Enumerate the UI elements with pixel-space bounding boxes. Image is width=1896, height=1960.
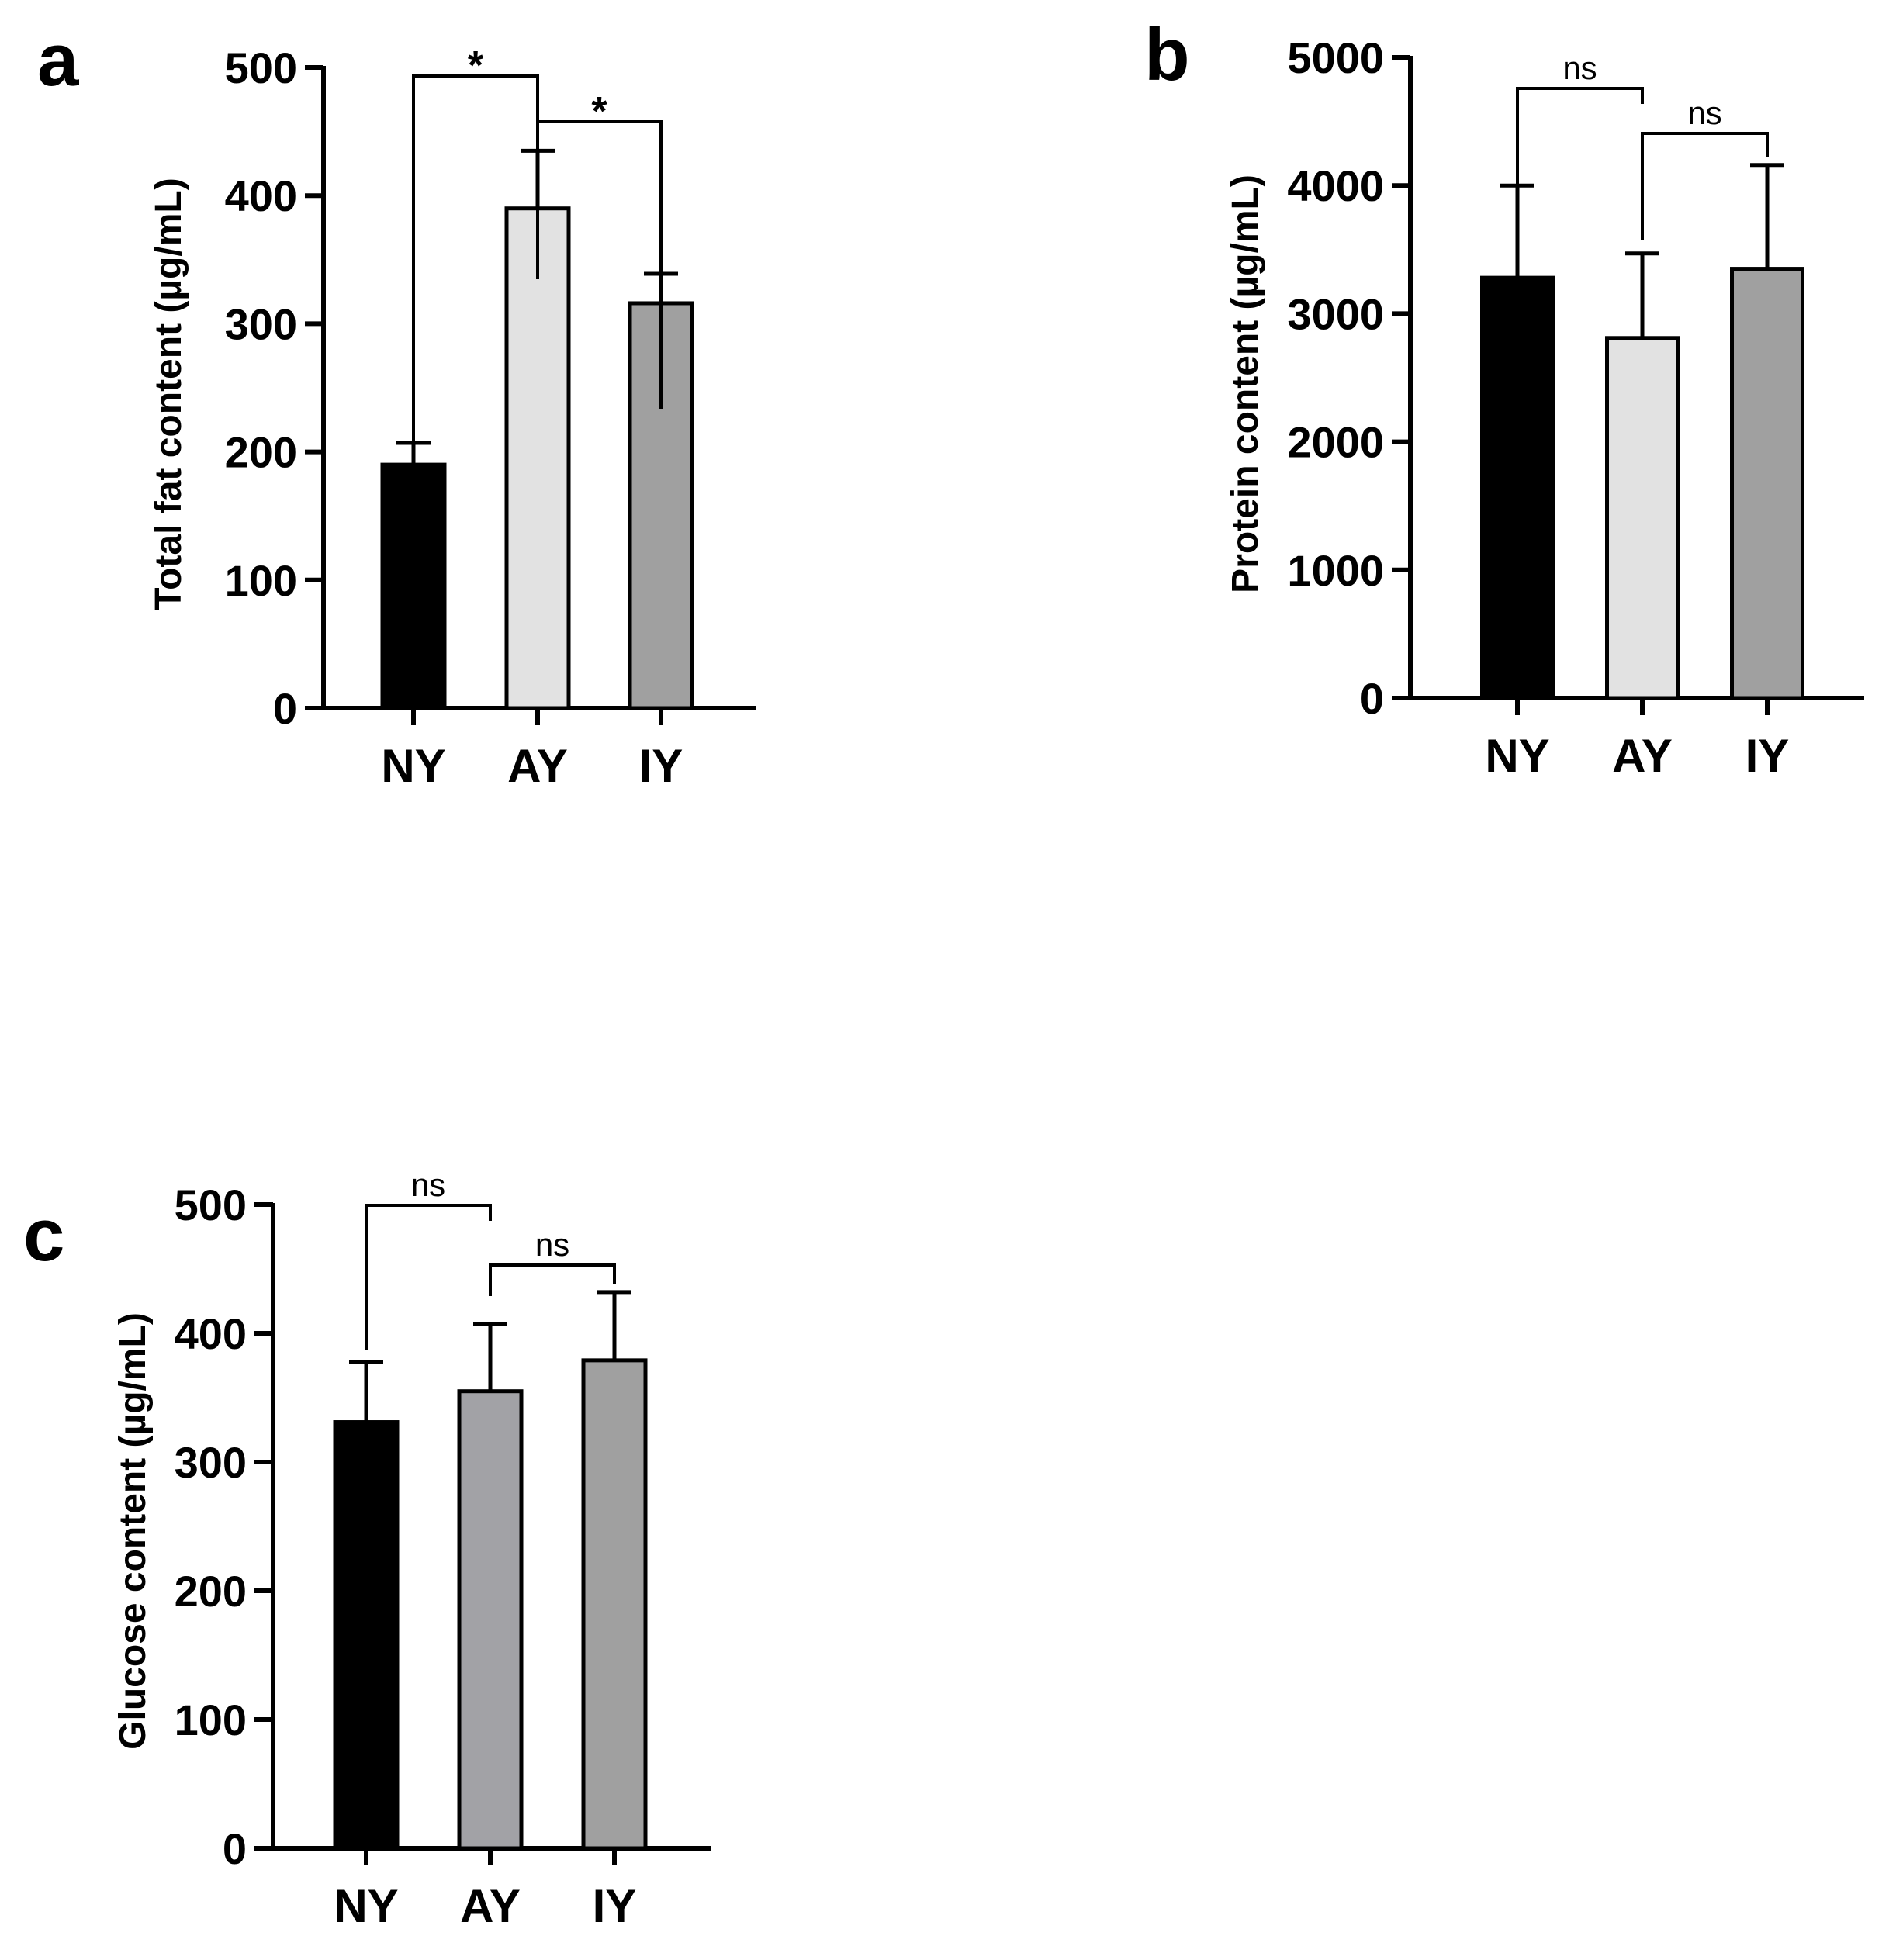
panel-c-y-tick-label: 400 [175, 1309, 247, 1358]
panel-b-y-tick-label: 3000 [1287, 289, 1384, 338]
panel-c-category-label: NY [334, 1880, 398, 1932]
panel-a: a Total fat content (µg/mL) 0 100 200 300 40… [37, 19, 756, 792]
panel-b-significance-label: ns [1562, 50, 1597, 86]
panel-b-significance-bracket [1641, 132, 1769, 240]
panel-c: c Glucose content (µg/mL) 0 100 200 300 400 5… [23, 1167, 711, 1932]
panel-c-y-axis-title: Glucose content (µg/mL) [112, 1312, 154, 1750]
panel-b-bar-ay [1605, 336, 1680, 700]
panel-c-category-label: AY [460, 1880, 521, 1932]
panel-c-y-tick-label: 100 [175, 1696, 247, 1744]
panel-c-significance-bracket [489, 1263, 616, 1296]
panel-a-y-tick-label: 200 [225, 428, 297, 477]
panel-a-y-tick-label: 0 [273, 684, 297, 733]
panel-c-y-tick-label: 200 [175, 1567, 247, 1616]
panel-c-significance-bracket [365, 1204, 492, 1350]
panel-b: b Protein content (µg/mL) 0 1000 2000 3000 4… [1144, 13, 1864, 782]
panel-b-category-label: IY [1745, 730, 1790, 782]
panel-b-category-label: AY [1612, 730, 1673, 782]
panel-a-significance-label: * [468, 43, 484, 88]
panel-b-y-tick-label: 5000 [1287, 33, 1384, 82]
panel-b-y-tick-label: 2000 [1287, 418, 1384, 467]
panel-a-significance-label: * [591, 89, 607, 134]
panel-c-category-label: IY [593, 1880, 637, 1932]
panel-a-y-tick-label: 300 [225, 299, 297, 348]
panel-b-category-label: NY [1485, 730, 1549, 782]
panel-a-category-label: AY [507, 740, 568, 792]
panel-a-y-tick-label: 100 [225, 556, 297, 605]
panel-a-significance-bracket [536, 120, 663, 409]
panel-c-bar-iy [581, 1358, 648, 1851]
panel-b-bar-ny [1480, 275, 1555, 700]
panel-a-bar-ny [380, 462, 447, 710]
panel-b-letter: b [1144, 13, 1190, 96]
panel-c-bar-ay [457, 1389, 524, 1851]
panel-b-bar-iy [1730, 267, 1804, 700]
panel-c-significance-label: ns [411, 1167, 445, 1203]
panel-c-y-tick-label: 300 [175, 1438, 247, 1487]
panel-a-letter: a [37, 19, 79, 102]
panel-b-y-tick-label: 4000 [1287, 161, 1384, 210]
panel-b-significance-bracket [1516, 87, 1644, 255]
panel-c-y-tick-label: 0 [223, 1824, 247, 1873]
panel-a-y-axis-title: Total fat content (µg/mL) [148, 178, 189, 610]
panel-a-y-tick-label: 400 [225, 171, 297, 220]
panel-b-y-axis-title: Protein content (µg/mL) [1225, 175, 1266, 593]
panel-b-significance-label: ns [1687, 95, 1721, 131]
panel-b-y-tick-label: 0 [1360, 674, 1384, 723]
panel-c-bar-ny [333, 1420, 400, 1851]
panel-c-y-tick-label: 500 [175, 1180, 247, 1229]
panel-a-category-label: NY [381, 740, 445, 792]
panel-a-y-tick-label: 500 [225, 43, 297, 92]
panel-c-significance-label: ns [535, 1226, 569, 1263]
panel-b-y-tick-label: 1000 [1287, 546, 1384, 595]
panel-c-letter: c [23, 1194, 64, 1277]
panel-a-category-label: IY [639, 740, 683, 792]
panel-a-bar-ay [504, 206, 571, 710]
